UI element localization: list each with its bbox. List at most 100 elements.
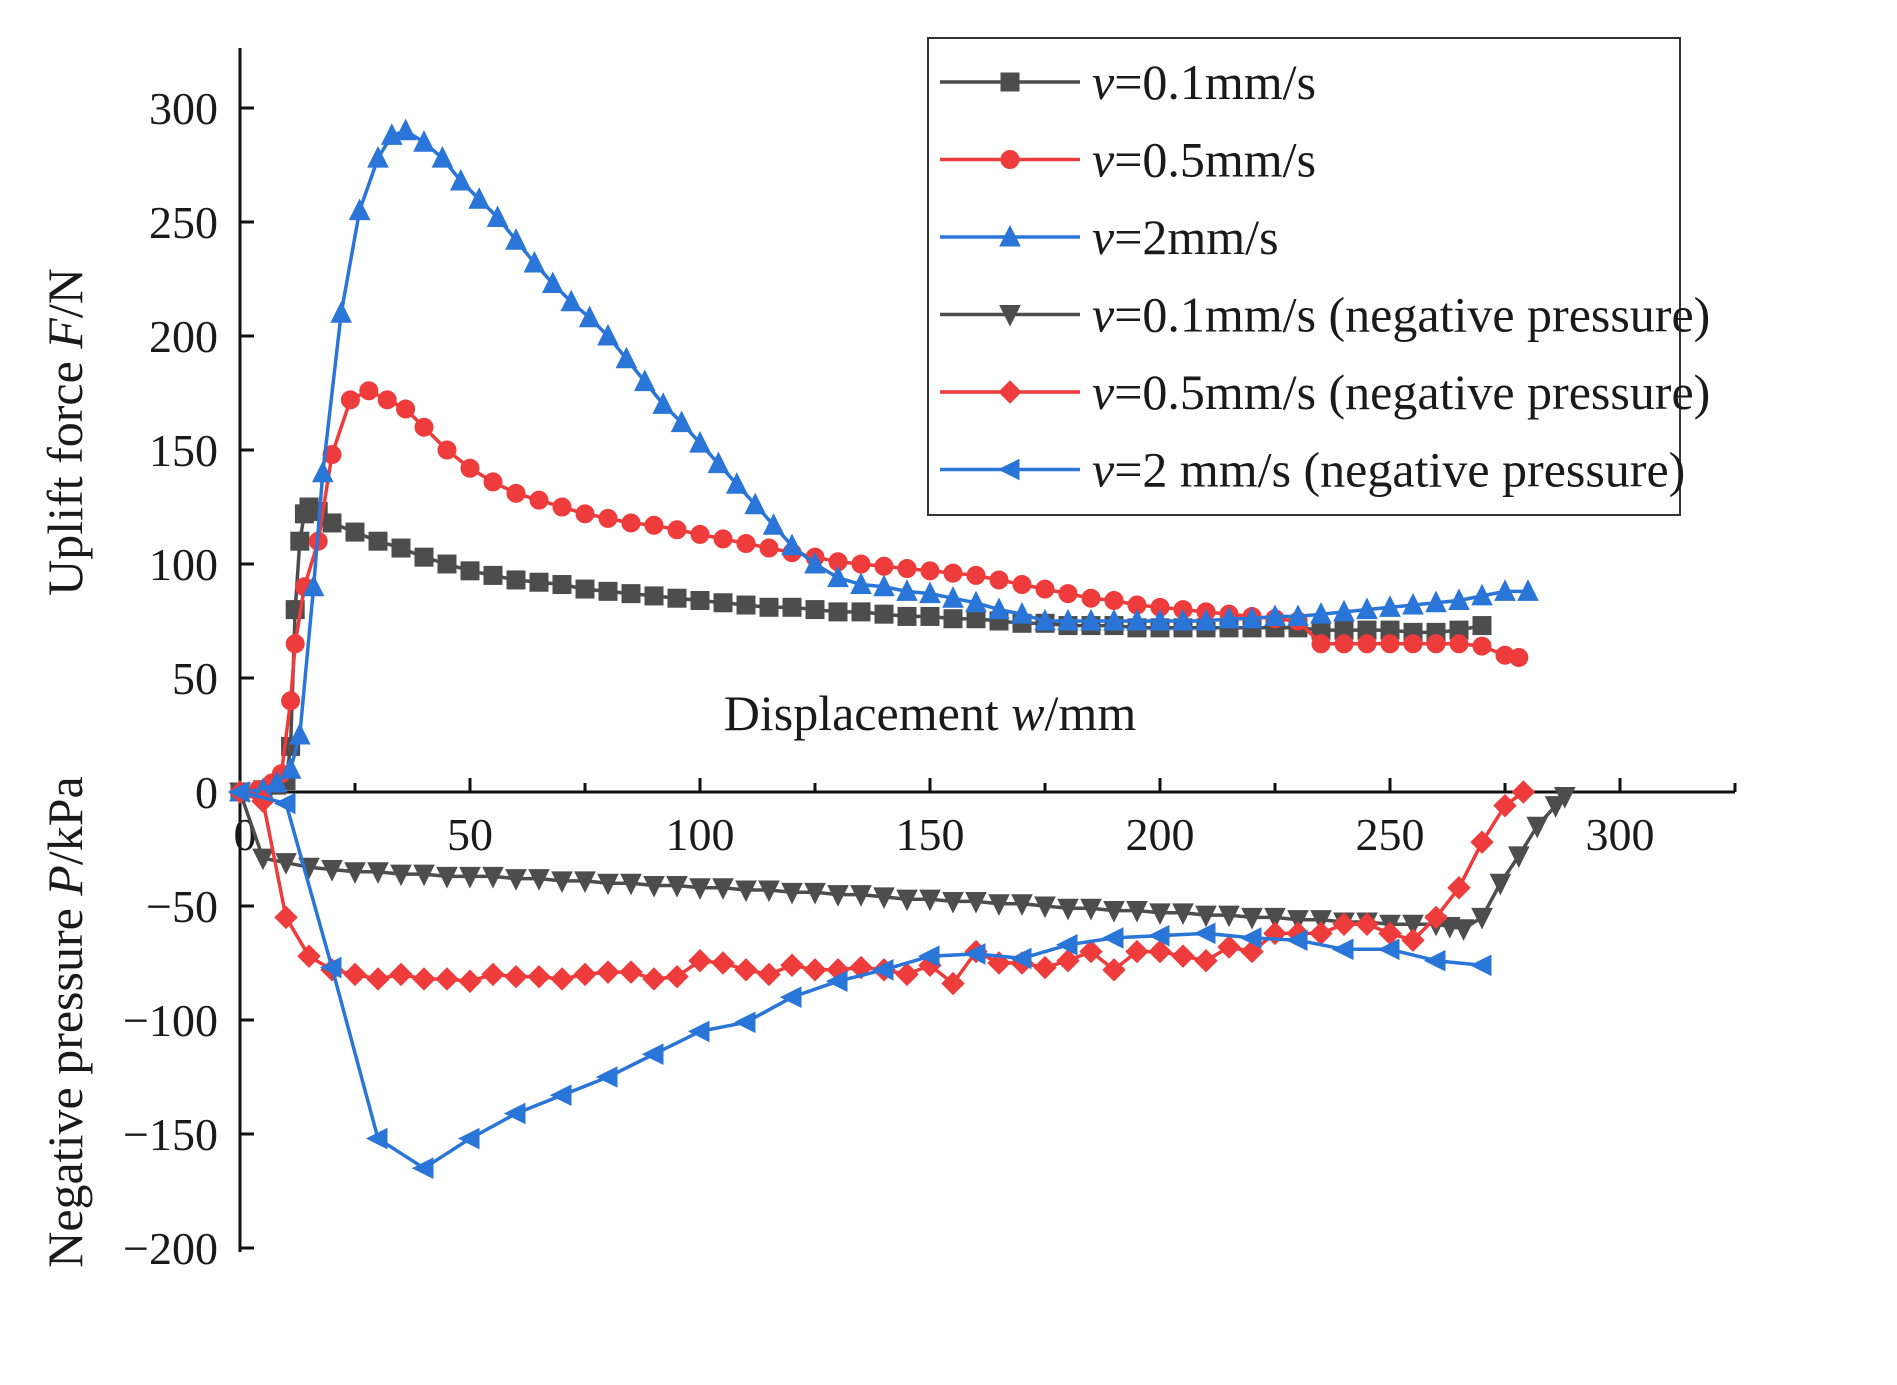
- data-point: [413, 864, 435, 887]
- data-point: [989, 570, 1009, 590]
- data-point: [527, 964, 551, 989]
- data-point: [1447, 876, 1471, 900]
- data-point: [1264, 907, 1286, 930]
- data-point: [1470, 830, 1494, 854]
- data-point: [274, 905, 298, 930]
- data-point: [620, 873, 642, 896]
- data-point: [713, 593, 733, 613]
- series-1: [230, 497, 1492, 802]
- data-point: [711, 951, 735, 975]
- data-point: [642, 967, 666, 991]
- data-point: [1035, 579, 1055, 599]
- data-point: [1195, 905, 1217, 928]
- data-point: [690, 524, 710, 544]
- data-point: [1033, 955, 1057, 980]
- data-point: [1511, 780, 1536, 804]
- data-point: [302, 574, 325, 597]
- data-point: [598, 508, 618, 528]
- data-point: [943, 609, 963, 629]
- data-point: [273, 792, 296, 815]
- data-point: [781, 533, 803, 556]
- data-point: [1081, 588, 1101, 608]
- data-point: [736, 595, 756, 615]
- y-tick-label-force: 200: [149, 311, 218, 362]
- data-point: [897, 559, 917, 579]
- data-point: [895, 962, 919, 987]
- data-point: [413, 130, 435, 152]
- data-point: [285, 634, 305, 654]
- data-point: [457, 1127, 480, 1150]
- data-point: [621, 513, 641, 533]
- data-point: [1334, 634, 1354, 654]
- data-point: [1448, 588, 1470, 610]
- data-point: [322, 513, 342, 533]
- data-point: [575, 579, 595, 599]
- data-point: [828, 602, 848, 622]
- data-point: [850, 885, 872, 907]
- data-point: [1377, 938, 1400, 961]
- data-point: [965, 590, 987, 613]
- data-point: [368, 531, 388, 551]
- data-point: [330, 301, 353, 323]
- data-point: [377, 390, 397, 410]
- data-point: [803, 958, 827, 982]
- data-point: [1507, 846, 1530, 868]
- data-point: [850, 572, 872, 595]
- data-point: [252, 848, 274, 871]
- data-point: [414, 417, 434, 437]
- data-point: [460, 458, 480, 478]
- data-point: [483, 565, 503, 585]
- data-point: [460, 561, 480, 581]
- data-point: [1264, 604, 1286, 626]
- data-point: [1195, 608, 1217, 631]
- data-point: [1493, 793, 1517, 818]
- data-point: [874, 604, 894, 624]
- data-point: [1104, 590, 1124, 610]
- data-point: [1125, 939, 1149, 964]
- data-point: [1310, 602, 1332, 624]
- data-point: [468, 187, 491, 209]
- data-point: [1055, 933, 1078, 956]
- data-point: [780, 953, 804, 977]
- data-point: [689, 431, 711, 453]
- data-point: [437, 440, 457, 460]
- data-point: [942, 891, 964, 914]
- data-point: [1126, 901, 1148, 923]
- data-point: [523, 250, 546, 273]
- data-point: [1426, 634, 1446, 654]
- y-tick-label-force: 50: [172, 653, 218, 704]
- data-point: [552, 497, 572, 517]
- data-point: [1011, 602, 1033, 624]
- data-point: [779, 986, 802, 1009]
- y-tick-label-pressure: −100: [123, 995, 218, 1046]
- data-point: [733, 1011, 756, 1034]
- data-point: [319, 956, 342, 979]
- x-tick-label: 150: [896, 809, 965, 860]
- legend-label: v=2mm/s: [1092, 209, 1279, 265]
- data-point: [481, 962, 505, 987]
- data-point: [988, 597, 1010, 620]
- series-6: [227, 781, 1492, 1180]
- data-point: [1544, 796, 1567, 818]
- data-point: [458, 969, 482, 993]
- data-point: [541, 271, 564, 294]
- data-point: [597, 323, 619, 346]
- data-point: [1149, 903, 1171, 925]
- x-tick-label: 50: [447, 809, 493, 860]
- data-point: [781, 882, 803, 905]
- data-point: [1333, 599, 1355, 622]
- data-point: [758, 880, 780, 903]
- data-point: [449, 168, 472, 191]
- data-point: [652, 392, 675, 414]
- data-point: [549, 1084, 572, 1107]
- x-tick-label: 250: [1356, 809, 1425, 860]
- data-point: [486, 205, 509, 227]
- data-point: [504, 964, 528, 989]
- legend-swatch-marker: [998, 380, 1022, 404]
- data-point: [1103, 608, 1125, 631]
- y-tick-label-pressure: −150: [123, 1109, 218, 1160]
- data-point: [396, 399, 416, 419]
- data-point: [759, 597, 779, 617]
- data-point: [1148, 939, 1172, 964]
- data-point: [503, 1102, 526, 1125]
